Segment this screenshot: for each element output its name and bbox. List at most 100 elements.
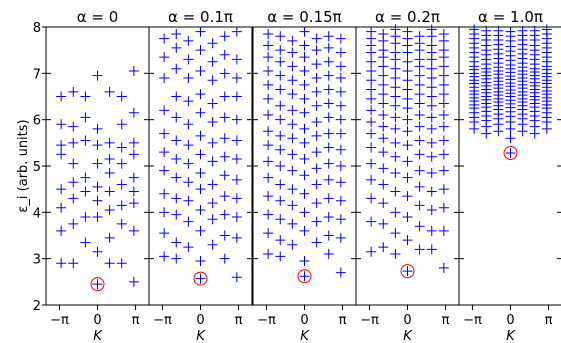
energy-level-marker	[159, 228, 170, 239]
energy-level-marker	[56, 140, 67, 151]
energy-level-marker	[231, 174, 242, 185]
energy-level-marker	[390, 186, 401, 197]
y-tick-label: 6	[33, 114, 41, 129]
energy-level-marker	[104, 258, 115, 269]
energy-level-marker	[287, 105, 298, 116]
x-tick-label: π	[235, 313, 243, 328]
energy-level-marker	[426, 72, 437, 83]
energy-level-marker	[219, 112, 230, 123]
energy-level-marker	[263, 28, 274, 39]
panel-title: α = 0	[77, 8, 119, 26]
energy-level-marker	[366, 128, 377, 139]
energy-level-marker	[493, 25, 504, 36]
energy-level-marker	[335, 144, 346, 155]
energy-level-marker	[116, 258, 127, 269]
energy-level-marker	[366, 56, 377, 67]
energy-level-marker	[402, 103, 413, 114]
energy-level-marker	[390, 228, 401, 239]
energy-level-marker	[311, 59, 322, 70]
energy-level-marker	[299, 26, 310, 37]
energy-level-marker	[275, 100, 286, 111]
energy-level-marker	[195, 130, 206, 141]
energy-level-marker	[104, 154, 115, 165]
energy-level-marker	[366, 93, 377, 104]
energy-level-marker	[366, 26, 377, 37]
energy-level-marker	[231, 135, 242, 146]
energy-level-marker	[366, 142, 377, 153]
energy-level-marker	[263, 172, 274, 183]
x-tick-label: −π	[153, 313, 172, 328]
energy-level-marker	[414, 181, 425, 192]
energy-level-marker	[68, 86, 79, 97]
energy-level-marker	[529, 25, 540, 36]
energy-level-marker	[287, 133, 298, 144]
energy-level-marker	[426, 186, 437, 197]
energy-level-marker	[287, 200, 298, 211]
y-tick-label: 3	[33, 253, 41, 268]
energy-level-marker	[171, 63, 182, 74]
x-tick-label: −π	[257, 313, 276, 328]
panel-title: α = 1.0π	[478, 8, 543, 26]
energy-level-marker	[263, 52, 274, 63]
energy-level-marker	[183, 242, 194, 253]
energy-level-marker	[128, 107, 139, 118]
energy-level-marker	[426, 137, 437, 148]
energy-level-marker	[68, 218, 79, 229]
energy-level-marker	[231, 272, 242, 283]
energy-level-marker	[263, 140, 274, 151]
energy-level-marker	[438, 135, 449, 146]
energy-level-marker	[366, 174, 377, 185]
energy-level-marker	[311, 179, 322, 190]
energy-level-marker	[80, 112, 91, 123]
energy-level-marker	[195, 45, 206, 56]
energy-level-marker	[263, 191, 274, 202]
y-tick-label: 5	[33, 160, 41, 175]
x-tick-label: π	[545, 313, 553, 328]
energy-level-marker	[402, 93, 413, 104]
energy-level-marker	[378, 121, 389, 132]
ground-state-circle	[503, 146, 518, 161]
energy-level-marker	[116, 218, 127, 229]
energy-level-marker	[390, 123, 401, 134]
energy-level-marker	[390, 137, 401, 148]
energy-level-marker	[275, 130, 286, 141]
energy-level-marker	[231, 91, 242, 102]
energy-level-marker	[207, 75, 218, 86]
energy-level-marker	[183, 158, 194, 169]
energy-level-marker	[517, 25, 528, 36]
energy-level-marker	[128, 198, 139, 209]
energy-level-marker	[159, 251, 170, 262]
energy-level-marker	[159, 105, 170, 116]
energy-level-marker	[159, 52, 170, 63]
energy-level-marker	[68, 177, 79, 188]
energy-level-marker	[68, 137, 79, 148]
energy-level-marker	[414, 135, 425, 146]
energy-level-marker	[335, 214, 346, 225]
energy-level-marker	[116, 91, 127, 102]
energy-level-marker	[366, 158, 377, 169]
energy-level-marker	[80, 186, 91, 197]
energy-level-marker	[92, 181, 103, 192]
energy-level-marker	[56, 119, 67, 130]
energy-level-marker	[195, 149, 206, 160]
energy-level-marker	[219, 31, 230, 42]
energy-level-marker	[128, 186, 139, 197]
energy-level-marker	[68, 121, 79, 132]
energy-level-marker	[171, 91, 182, 102]
panel-0: α = 0 2 3 4 5 6 7 8 −π 0 π K	[33, 8, 150, 343]
energy-level-marker	[219, 91, 230, 102]
energy-level-marker	[311, 216, 322, 227]
ground-state-marker	[505, 148, 516, 159]
energy-level-marker	[390, 112, 401, 123]
energy-level-marker	[275, 195, 286, 206]
energy-level-marker	[366, 84, 377, 95]
x-axis-label: K	[196, 329, 206, 343]
energy-level-marker	[426, 225, 437, 236]
energy-level-marker	[263, 249, 274, 260]
energy-level-marker	[378, 110, 389, 121]
energy-level-marker	[275, 114, 286, 125]
energy-level-marker	[378, 163, 389, 174]
energy-level-marker	[231, 26, 242, 37]
energy-level-marker	[275, 70, 286, 81]
energy-level-marker	[414, 149, 425, 160]
